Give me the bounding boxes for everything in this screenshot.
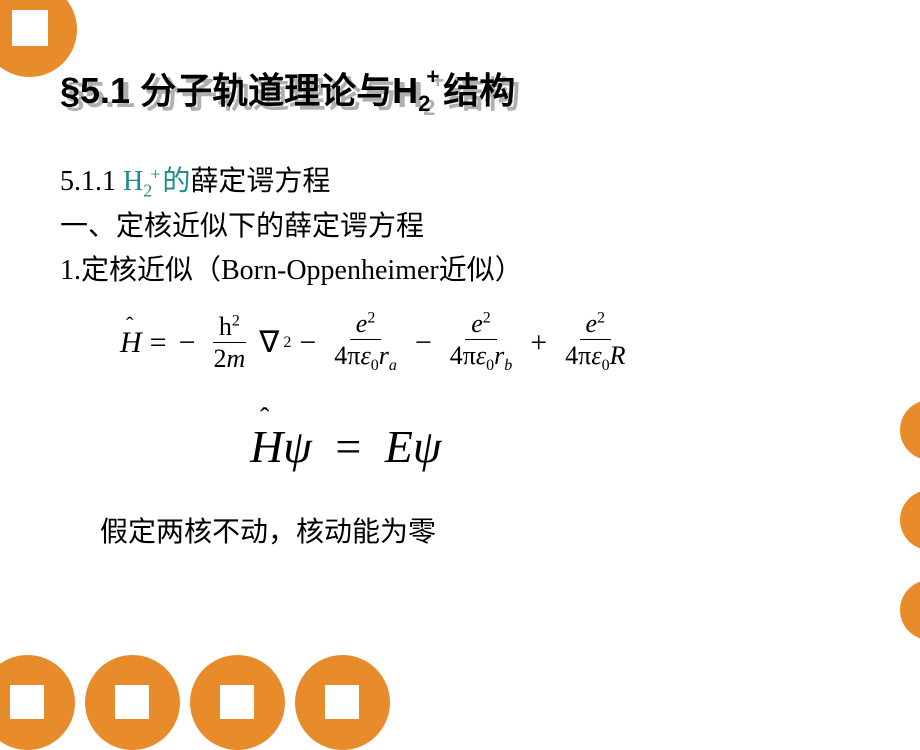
subsection-number: 5.1.1 H2+的薛定谔方程 <box>60 160 523 205</box>
assumption-note: 假定两核不动，核动能为零 <box>100 510 436 550</box>
slide-title: §5.1 分子轨道理论与H2+结构 <box>60 62 515 117</box>
schrodinger-equation: Hψ = Eψ <box>250 420 441 473</box>
slide-content: §5.1 分子轨道理论与H2+结构 §5.1 分子轨道理论与H2+结构 5.1.… <box>0 0 920 690</box>
hamiltonian-equation: H = − h2 2m ∇2 − e2 4πε0ra − e2 4πε0rb +… <box>120 310 635 375</box>
heading-2: 1.定核近似（Born-Oppenheimer近似） <box>60 249 523 292</box>
heading-1: 一、定核近似下的薛定谔方程 <box>60 205 523 248</box>
body-text: 5.1.1 H2+的薛定谔方程 一、定核近似下的薛定谔方程 1.定核近似（Bor… <box>60 160 523 292</box>
